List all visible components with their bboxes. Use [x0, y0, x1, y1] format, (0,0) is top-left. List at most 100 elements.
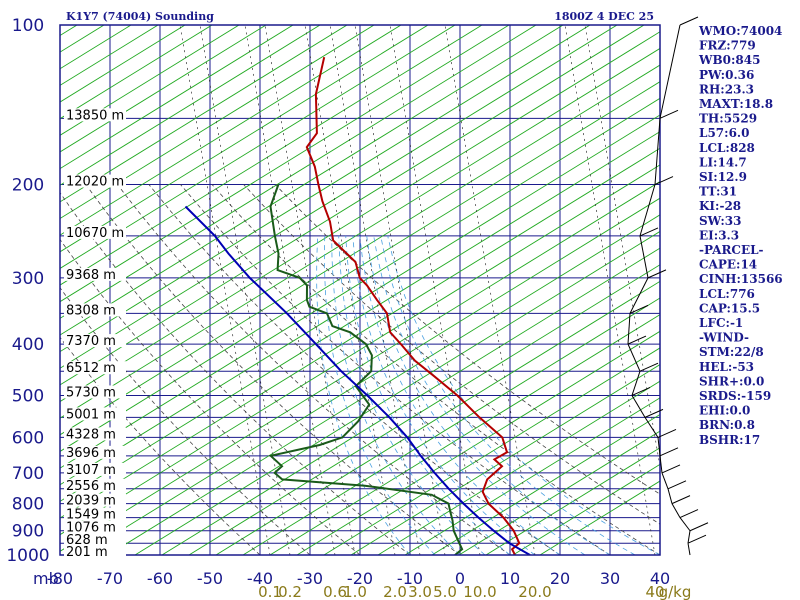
- stability-index-line: EI:3.3: [699, 228, 739, 242]
- wind-barb-staff: [687, 530, 691, 544]
- skewed-isotherm: [60, 25, 294, 170]
- sounding-profiles: [184, 56, 531, 555]
- wind-barb-staff: [667, 488, 673, 504]
- temperature-tick-label: -30: [297, 569, 323, 588]
- skewed-isotherm: [60, 47, 660, 419]
- wind-barb-staff: [644, 417, 659, 438]
- temperature-tick-label: -80: [47, 569, 73, 588]
- height-label: 12020 m: [66, 175, 124, 190]
- wind-barb-flag: [667, 480, 687, 490]
- dry-adiabat-line: [60, 238, 361, 555]
- wind-barb-staff: [661, 472, 669, 489]
- temperature-tick-label: -20: [347, 569, 373, 588]
- pressure-tick-label: 700: [12, 464, 44, 484]
- skewed-isotherm: [60, 25, 564, 336]
- height-label: 2556 m: [66, 479, 116, 494]
- pressure-tick-label: 800: [12, 495, 44, 515]
- skewed-isotherm: [60, 114, 660, 486]
- wind-barb-staff: [659, 24, 681, 119]
- skewed-isotherm: [60, 25, 402, 236]
- wind-barb-flag: [644, 408, 664, 418]
- height-label-bg: [64, 427, 126, 441]
- dry-adiabat-line: [148, 184, 561, 555]
- height-label: 13850 m: [66, 108, 124, 123]
- moist-adiabat-line: [373, 235, 611, 555]
- height-label: 3696 m: [66, 446, 116, 461]
- height-label-bg: [64, 478, 126, 492]
- height-label-bg: [64, 445, 126, 459]
- wind-barb-staff: [679, 517, 691, 532]
- skewed-isotherm: [60, 31, 660, 403]
- height-label: 9368 m: [66, 268, 116, 283]
- stability-index-line: LCL:828: [699, 141, 755, 155]
- stability-index-line: EHI:0.0: [699, 404, 750, 418]
- stability-index-line: RH:23.3: [699, 82, 754, 96]
- height-label-bg: [64, 334, 126, 348]
- height-label-bg: [64, 520, 126, 534]
- mixing-ratio-label: 0.2: [278, 583, 302, 600]
- wind-barb-flag: [654, 176, 674, 186]
- height-label: 10670 m: [66, 226, 124, 241]
- skewed-isotherm: [60, 131, 660, 502]
- skewed-isotherm: [60, 25, 348, 203]
- temperature-tick-label: 30: [600, 569, 620, 588]
- dry-adiabat-line: [60, 287, 311, 555]
- height-label-bg: [64, 493, 126, 507]
- height-label-bg: [64, 533, 126, 547]
- skewed-isotherm: [404, 397, 660, 555]
- stability-index-line: FRZ:779: [699, 39, 756, 53]
- wind-barb-staff: [657, 437, 661, 456]
- temperature-tick-label: -50: [197, 569, 223, 588]
- sounding-series-2: [184, 205, 531, 555]
- temperature-tick-label: 10: [500, 569, 520, 588]
- skewed-isotherm: [323, 347, 660, 555]
- wind-barb-flag: [671, 495, 691, 505]
- stability-indices: WMO:74004FRZ:779WB0:845PW:0.36RH:23.3MAX…: [698, 24, 783, 447]
- stability-index-line: TT:31: [699, 185, 737, 199]
- dry-adiabat-line: [180, 184, 611, 555]
- chart-title-station: K1Y7 (74004) Sounding: [66, 10, 214, 23]
- skewed-isotherm: [60, 25, 267, 153]
- wind-barb-flag: [629, 304, 649, 314]
- height-label: 201 m: [66, 545, 108, 560]
- skewed-isotherm: [60, 64, 660, 436]
- stability-index-line: LI:14.7: [699, 155, 747, 169]
- temperature-tick-label: -40: [247, 569, 273, 588]
- pressure-unit-label: mb: [33, 569, 59, 588]
- height-label-bg: [64, 267, 126, 281]
- mixing-ratio-label: 5.0: [433, 583, 457, 600]
- skewed-isotherm: [80, 197, 660, 555]
- sounding-series-0: [305, 56, 521, 555]
- skewed-isotherm: [60, 25, 213, 120]
- stability-index-line: LFC:-1: [699, 316, 743, 330]
- skewed-isotherm: [215, 280, 660, 555]
- skewed-isotherm: [60, 25, 429, 253]
- pressure-tick-label: 300: [12, 269, 44, 289]
- mixing-ratio-label: 2.0: [383, 583, 407, 600]
- stability-index-line: PW:0.36: [699, 68, 754, 82]
- wind-barb-staff: [687, 543, 691, 556]
- sounding-series-1: [268, 184, 464, 555]
- wind-barb-flag: [647, 269, 667, 279]
- moist-adiabat-line: [380, 235, 636, 555]
- height-label-bg: [64, 108, 126, 122]
- skewed-isotherm: [60, 25, 645, 386]
- wind-barb-flag: [661, 464, 681, 474]
- pressure-tick-label: 100: [12, 16, 44, 36]
- wind-barb-flag: [659, 447, 679, 457]
- pressure-tick-label: 500: [12, 386, 44, 406]
- wind-barb-staff: [639, 235, 649, 278]
- height-label: 4328 m: [66, 427, 116, 442]
- mixing-ratio-label: 20.0: [518, 583, 551, 600]
- wind-barb-staff: [659, 455, 663, 473]
- dry-adiabat-line: [274, 184, 660, 495]
- temperature-tick-label: 0: [455, 569, 465, 588]
- skewed-isotherm: [134, 230, 660, 555]
- height-label-bg: [64, 174, 126, 188]
- stability-index-line: LCL:776: [699, 287, 755, 301]
- stability-index-line: KI:-28: [699, 199, 741, 213]
- plot-frame: [59, 24, 661, 556]
- skewed-isotherm: [60, 25, 456, 269]
- skewed-isotherm: [60, 147, 660, 519]
